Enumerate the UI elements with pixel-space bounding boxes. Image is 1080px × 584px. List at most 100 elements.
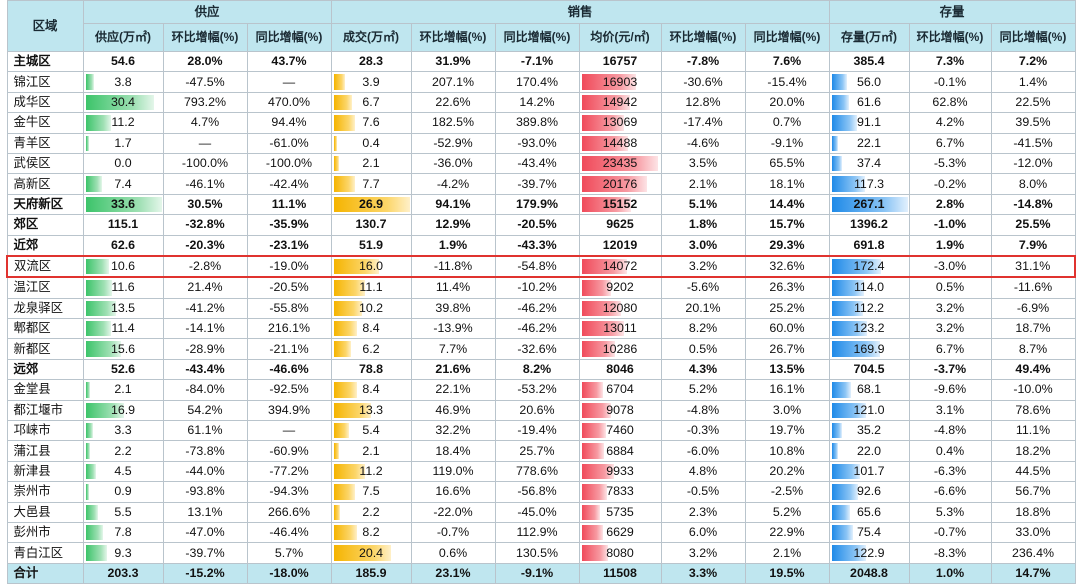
cell-k-yoy: -41.5% bbox=[990, 132, 1076, 154]
cell-k-yoy: 18.8% bbox=[990, 501, 1076, 523]
total-row: 合计 203.3 -15.2% -18.0% 185.9 23.1% -9.1% 11508 3… bbox=[6, 562, 1076, 584]
cell-deal: 5.4 bbox=[330, 420, 412, 442]
cell-k-mom: 3.2% bbox=[908, 318, 992, 340]
data-bar bbox=[333, 196, 410, 213]
data-bar bbox=[85, 280, 112, 296]
cell-s-mom: -47.0% bbox=[162, 521, 248, 544]
cell-p-yoy: 16.1% bbox=[744, 379, 830, 401]
cell-k-mom: -6.3% bbox=[908, 460, 992, 483]
cell-s-mom: -43.4% bbox=[162, 358, 248, 381]
table-row: 金堂县 2.1 -84.0% -92.5% 8.4 22.1% -53.2% 6704 5.2%… bbox=[6, 379, 1076, 401]
cell-k-yoy: -14.8% bbox=[990, 193, 1076, 216]
cell-p-yoy: 60.0% bbox=[744, 318, 830, 340]
table-row: 彭州市 7.8 -47.0% -46.4% 8.2 -0.7% 112.9% 6629 6.0%… bbox=[6, 521, 1076, 544]
cell-d-mom: 94.1% bbox=[410, 193, 496, 216]
cell-stock: 1396.2 bbox=[828, 214, 910, 236]
data-bar bbox=[831, 280, 864, 296]
cell-p-mom: 2.1% bbox=[660, 173, 746, 195]
data-bar bbox=[581, 94, 630, 111]
data-bar bbox=[831, 155, 843, 172]
cell-p-mom: 0.5% bbox=[660, 338, 746, 360]
data-bar bbox=[831, 74, 848, 90]
table-row: 大邑县 5.5 13.1% 266.6% 2.2 -22.0% -45.0% 5735 2.3%… bbox=[6, 501, 1076, 523]
data-bar bbox=[85, 94, 155, 111]
cell-d-mom: -52.9% bbox=[410, 132, 496, 154]
cell-value: 0.9 bbox=[114, 484, 132, 499]
cell-value: 3.8 bbox=[114, 74, 132, 89]
cell-s-yoy: -19.0% bbox=[246, 254, 332, 279]
region-name: 郊区 bbox=[6, 214, 84, 236]
cell-k-mom: -3.0% bbox=[908, 254, 992, 279]
cell-value: 68.1 bbox=[856, 382, 882, 397]
cell-stock: 267.1 bbox=[828, 193, 910, 216]
region-name: 主城区 bbox=[6, 50, 84, 73]
cell-value: 15.6 bbox=[110, 341, 136, 356]
data-bar bbox=[581, 484, 607, 500]
cell-d-yoy: 179.9% bbox=[494, 193, 580, 216]
cell-value: 37.4 bbox=[856, 156, 882, 171]
column-header: 存量(万㎡) bbox=[828, 23, 910, 52]
cell-k-mom: 2.8% bbox=[908, 193, 992, 216]
cell-p-yoy: -15.4% bbox=[744, 71, 830, 93]
table-row: 高新区 7.4 -46.1% -42.4% 7.7 -4.2% -39.7% 20176 2.1… bbox=[6, 173, 1076, 195]
column-header: 同比增幅(%) bbox=[494, 23, 580, 52]
cell-d-yoy: -53.2% bbox=[494, 379, 580, 401]
cell-value: 117.3 bbox=[853, 176, 885, 191]
cell-deal: 16.0 bbox=[330, 254, 412, 279]
cell-value: 12080 bbox=[602, 300, 638, 315]
cell-value: 14072 bbox=[602, 259, 638, 274]
cell-price: 9078 bbox=[578, 399, 662, 422]
column-header-row: 供应(万㎡) 环比增幅(%) 同比增幅(%) 成交(万㎡) 环比增幅(%) 同比… bbox=[7, 23, 1076, 52]
cell-price: 8046 bbox=[578, 358, 662, 381]
cell-s-mom: — bbox=[162, 132, 248, 154]
data-bar bbox=[333, 545, 392, 561]
cell-supply: 0.9 bbox=[82, 481, 164, 503]
cell-s-yoy: 11.1% bbox=[246, 193, 332, 216]
cell-stock: 114.0 bbox=[828, 276, 910, 299]
cell-p-yoy: 20.0% bbox=[744, 91, 830, 114]
cell-deal: 8.4 bbox=[330, 318, 412, 340]
cell-stock: 35.2 bbox=[828, 420, 910, 442]
cell-s-mom: -28.9% bbox=[162, 338, 248, 360]
data-bar bbox=[333, 341, 352, 357]
cell-price: 14488 bbox=[578, 132, 662, 154]
cell-value: 11.4 bbox=[111, 321, 135, 336]
cell-value: 11.2 bbox=[111, 115, 135, 130]
cell-p-mom: 3.3% bbox=[660, 562, 746, 584]
cell-k-yoy: -10.0% bbox=[990, 379, 1076, 401]
cell-k-yoy: 39.5% bbox=[990, 112, 1076, 134]
region-name: 青羊区 bbox=[6, 132, 84, 154]
cell-value: 11.1 bbox=[359, 280, 383, 295]
cell-value: 26.9 bbox=[358, 196, 384, 211]
data-bar bbox=[85, 504, 98, 520]
cell-stock: 117.3 bbox=[828, 173, 910, 195]
region-name: 蒲江县 bbox=[6, 440, 84, 462]
cell-p-mom: 5.2% bbox=[660, 379, 746, 401]
cell-k-mom: -5.3% bbox=[908, 152, 992, 175]
cell-deal: 7.7 bbox=[330, 173, 412, 195]
cell-supply: 3.8 bbox=[82, 71, 164, 93]
cell-value: 112.2 bbox=[853, 300, 885, 315]
column-header: 均价(元/㎡) bbox=[578, 23, 662, 52]
cell-supply: 33.6 bbox=[82, 193, 164, 216]
cell-deal: 20.4 bbox=[330, 542, 412, 564]
cell-k-yoy: -6.9% bbox=[990, 297, 1076, 320]
region-name: 新津县 bbox=[6, 460, 84, 483]
cell-k-mom: 0.5% bbox=[908, 276, 992, 299]
cell-value: 7.4 bbox=[114, 176, 132, 191]
cell-supply: 115.1 bbox=[82, 214, 164, 236]
cell-s-mom: -100.0% bbox=[162, 152, 248, 175]
cell-stock: 75.4 bbox=[828, 521, 910, 544]
cell-value: 8080 bbox=[606, 545, 634, 560]
cell-p-mom: -5.6% bbox=[660, 276, 746, 299]
cell-supply: 30.4 bbox=[82, 91, 164, 114]
cell-p-mom: -4.6% bbox=[660, 132, 746, 154]
cell-s-mom: 793.2% bbox=[162, 91, 248, 114]
region-name: 新都区 bbox=[6, 338, 84, 360]
table-row: 金牛区 11.2 4.7% 94.4% 7.6 182.5% 389.8% 13069 -17.… bbox=[6, 112, 1076, 134]
cell-supply: 11.6 bbox=[82, 276, 164, 299]
cell-p-mom: 4.3% bbox=[660, 358, 746, 381]
table-row: 青白江区 9.3 -39.7% 5.7% 20.4 0.6% 130.5% 8080 3.2% 2… bbox=[6, 542, 1076, 564]
cell-value: 2.1 bbox=[362, 156, 380, 171]
table-row: 崇州市 0.9 -93.8% -94.3% 7.5 16.6% -56.8% 7833 -0.5… bbox=[6, 481, 1076, 503]
